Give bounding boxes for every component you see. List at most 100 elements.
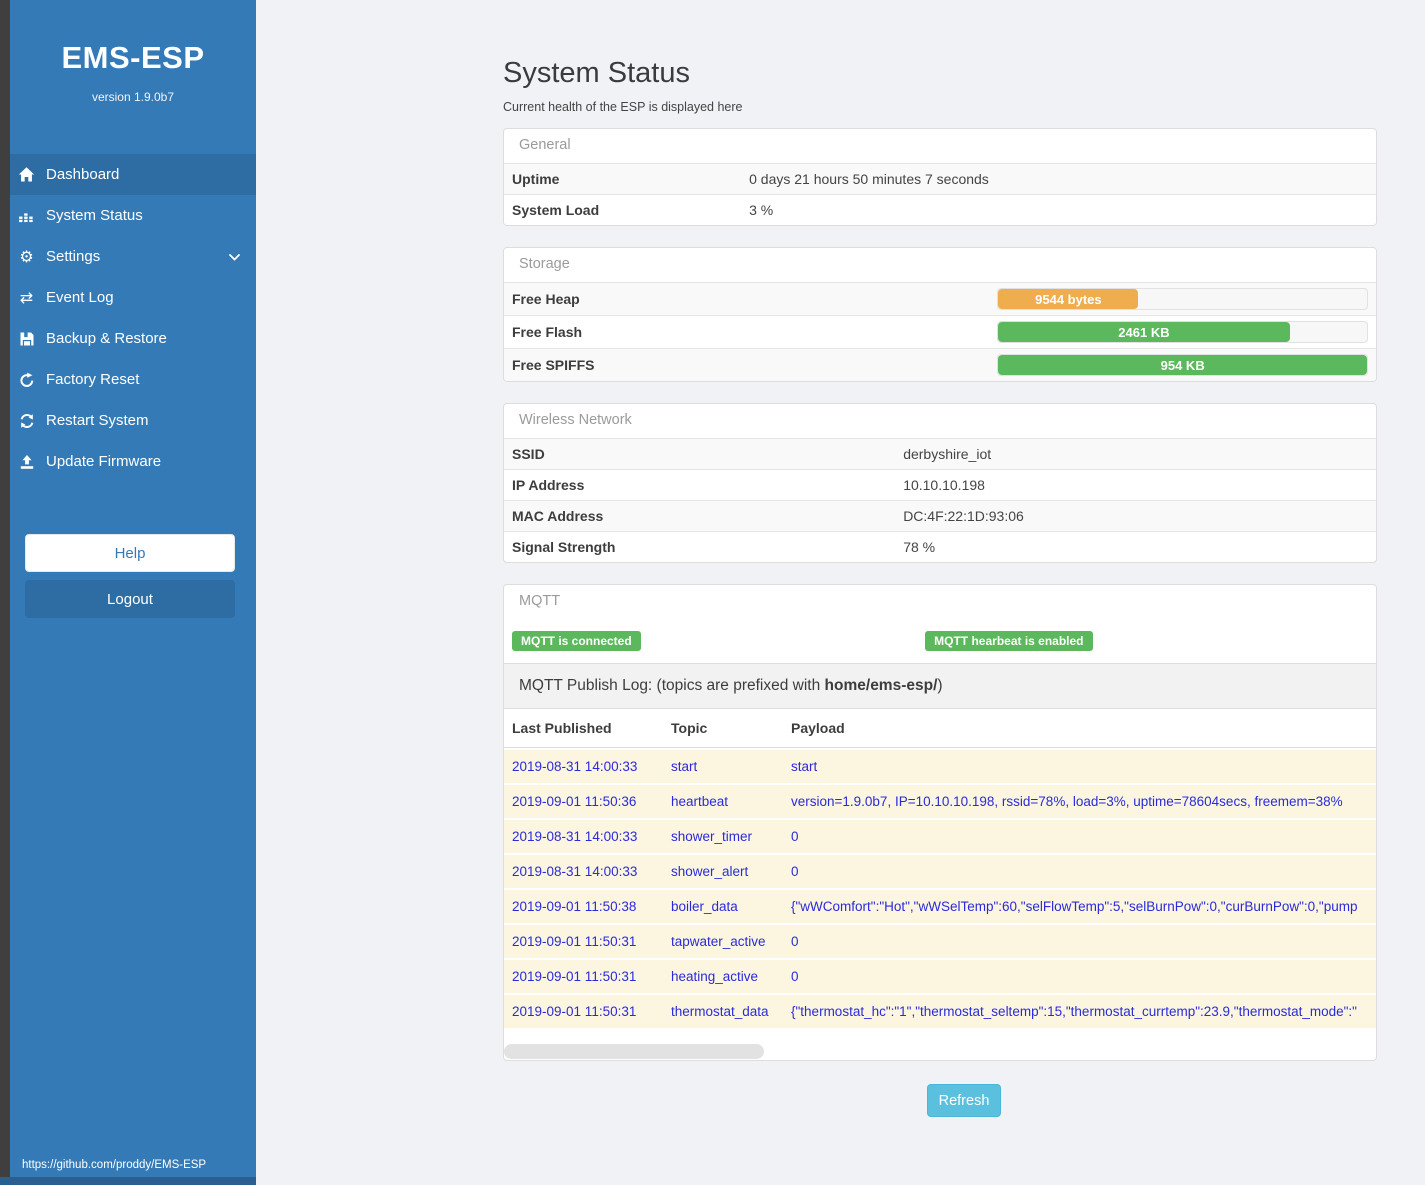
row-value: 10.10.10.198 [903,477,985,493]
log-payload: 0 [791,829,799,844]
row-label: IP Address [512,477,585,493]
mqtt-header: MQTT [519,593,561,609]
table-row: SSID derbyshire_iot [504,438,1376,469]
row-label: Signal Strength [512,539,616,555]
sidebar-edge-strip [0,0,10,1185]
github-link[interactable]: https://github.com/proddy/EMS-ESP [22,1159,207,1171]
sidebar-item-event-log[interactable]: ⇄ Event Log [10,277,256,318]
sidebar-item-label: Backup & Restore [46,330,167,347]
mqtt-log-row: 2019-09-01 11:50:31 tapwater_active 0 [504,923,1376,958]
log-payload: 0 [791,864,799,879]
log-payload: version=1.9.0b7, IP=10.10.10.198, rssid=… [791,794,1343,809]
log-timestamp: 2019-09-01 11:50:31 [512,1004,637,1019]
refresh-button[interactable]: Refresh [927,1084,1001,1117]
sidebar-item-label: Restart System [46,412,149,429]
chevron-down-icon [229,248,240,265]
sidebar-footer-bar [0,1177,256,1185]
sidebar-item-dashboard[interactable]: Dashboard [10,154,256,195]
row-label: Free Flash [512,324,583,340]
table-row: Signal Strength 78 % [504,531,1376,562]
row-value: 78 % [903,539,936,555]
sidebar-item-restart-system[interactable]: Restart System [10,400,256,441]
column-header: Payload [791,720,845,736]
sidebar-item-label: System Status [46,207,143,224]
sidebar-item-update-firmware[interactable]: Update Firmware [10,441,256,482]
row-value: 0 days 21 hours 50 minutes 7 seconds [749,171,989,187]
mqtt-log-row: 2019-08-31 14:00:33 start start [504,748,1376,783]
mqtt-table-header: Last Published Topic Payload [504,709,1376,748]
sidebar-item-label: Factory Reset [46,371,140,388]
sidebar-item-backup-restore[interactable]: Backup & Restore [10,318,256,359]
publish-log-text-suffix: ) [937,677,943,694]
mqtt-log-row: 2019-09-01 11:50:31 thermostat_data {"th… [504,993,1376,1028]
log-payload: {"wWComfort":"Hot","wWSelTemp":60,"selFl… [791,899,1358,914]
sidebar-item-label: Update Firmware [46,453,162,470]
row-label: Uptime [512,171,560,187]
log-timestamp: 2019-08-31 14:00:33 [512,829,638,844]
mqtt-connected-badge: MQTT is connected [512,631,641,651]
log-topic: thermostat_data [671,1004,769,1019]
refresh-icon [18,412,35,429]
row-label: SSID [512,446,545,462]
log-topic: start [671,759,698,774]
table-row: IP Address 10.10.10.198 [504,469,1376,500]
sidebar-item-system-status[interactable]: System Status [10,195,256,236]
column-header: Topic [671,720,708,736]
mqtt-heartbeat-badge: MQTT hearbeat is enabled [925,631,1093,651]
gear-icon: ⚙ [19,247,34,266]
table-row: System Load 3 % [504,194,1376,225]
log-payload: start [791,759,818,774]
sidebar-item-label: Settings [46,248,101,265]
log-topic: heating_active [671,969,759,984]
storage-card: Storage Free Heap 9544 bytes Free Flash … [503,247,1377,382]
save-icon [18,330,35,347]
publish-log-text: MQTT Publish Log: (topics are prefixed w… [519,677,825,694]
log-timestamp: 2019-09-01 11:50:31 [512,934,637,949]
log-topic: tapwater_active [671,934,766,949]
refresh-button-wrap: Refresh [527,1084,1401,1117]
free-spiffs-progress: 954 KB [997,354,1368,376]
log-topic: boiler_data [671,899,738,914]
log-timestamp: 2019-09-01 11:50:38 [512,899,637,914]
help-button[interactable]: Help [25,534,235,572]
main-content: System Status Current health of the ESP … [256,0,1425,1185]
page-subtitle: Current health of the ESP is displayed h… [503,100,743,114]
progress-bar: 954 KB [998,355,1367,375]
sidebar-item-label: Event Log [46,289,114,306]
scrollbar-thumb[interactable] [504,1044,764,1059]
general-card: General Uptime 0 days 21 hours 50 minute… [503,128,1377,226]
sidebar-buttons: Help Logout [10,534,256,618]
horizontal-scrollbar[interactable] [504,1044,1376,1059]
log-timestamp: 2019-09-01 11:50:31 [512,969,637,984]
row-label: Free SPIFFS [512,357,595,373]
mqtt-log-row: 2019-08-31 14:00:33 shower_timer 0 [504,818,1376,853]
row-label: System Load [512,202,600,218]
general-header: General [519,137,571,153]
mqtt-publish-log-caption: MQTT Publish Log: (topics are prefixed w… [504,663,1376,709]
sidebar-item-settings[interactable]: ⚙ Settings [10,236,256,277]
progress-bar: 2461 KB [998,322,1290,342]
wireless-header: Wireless Network [519,412,632,428]
sidebar-item-factory-reset[interactable]: Factory Reset [10,359,256,400]
home-icon [18,166,35,183]
log-payload: 0 [791,969,799,984]
log-timestamp: 2019-09-01 11:50:36 [512,794,637,809]
logout-button[interactable]: Logout [25,580,235,618]
publish-log-topic-prefix: home/ems-esp/ [824,677,938,694]
sidebar-inner: EMS-ESP version 1.9.0b7 Dashboard [0,0,256,1185]
log-payload: {"thermostat_hc":"1","thermostat_seltemp… [791,1004,1357,1019]
log-timestamp: 2019-08-31 14:00:33 [512,759,638,774]
free-flash-progress: 2461 KB [997,321,1368,343]
spacer [504,1028,1376,1044]
log-topic: shower_alert [671,864,749,879]
row-value: DC:4F:22:1D:93:06 [903,508,1024,524]
exchange-icon: ⇄ [19,288,34,307]
table-row: Uptime 0 days 21 hours 50 minutes 7 seco… [504,163,1376,194]
row-label: MAC Address [512,508,604,524]
wireless-card: Wireless Network SSID derbyshire_iot IP … [503,403,1377,563]
log-topic: heartbeat [671,794,729,809]
table-row: Free Flash 2461 KB [504,315,1376,348]
page-title: System Status [503,57,690,89]
progress-bar: 9544 bytes [998,289,1139,309]
